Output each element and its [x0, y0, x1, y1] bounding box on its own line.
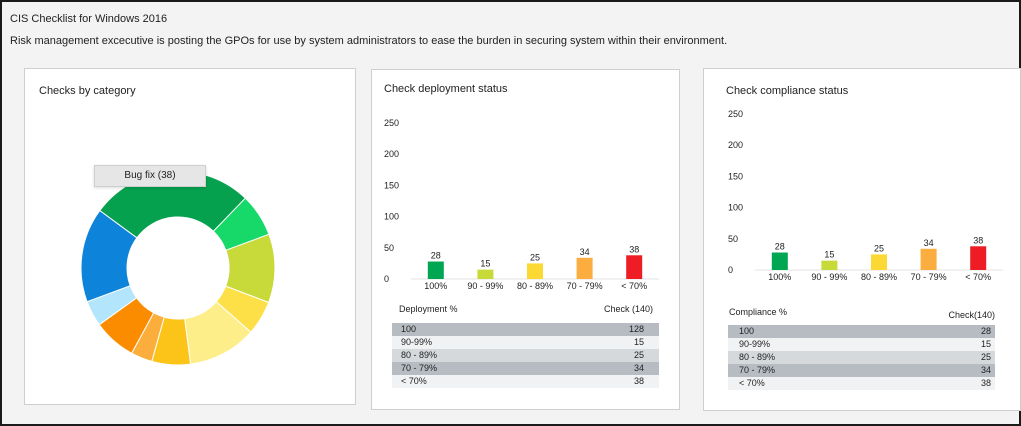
x-tick-label: 90 - 99%: [467, 281, 503, 291]
deployment-table: Deployment % Check (140) 100 128 90-99% 15…: [392, 304, 659, 388]
y-tick-label: 150: [384, 180, 399, 190]
bar-0[interactable]: [771, 252, 788, 270]
row-value: 34: [633, 363, 644, 373]
table-row: < 70% 38: [392, 375, 659, 388]
compliance-status-title: Check compliance status: [726, 85, 849, 97]
bar-2[interactable]: [871, 254, 887, 270]
y-tick-label: 250: [728, 109, 743, 119]
table-row: 100 28: [728, 325, 995, 338]
bar-3[interactable]: [576, 257, 593, 279]
bar-4[interactable]: [626, 255, 643, 279]
x-tick-label: 70 - 79%: [567, 281, 603, 291]
bar-3[interactable]: [920, 248, 937, 270]
donut-slice-9[interactable]: [80, 209, 138, 303]
row-value: 15: [633, 337, 644, 347]
y-tick-label: 200: [728, 140, 743, 150]
row-label: 80 - 89%: [401, 350, 438, 360]
compliance-col-header: Compliance %: [729, 307, 788, 317]
bar-value-label: 38: [629, 244, 639, 254]
check-col-header: Check(140): [948, 310, 995, 320]
row-label: 90-99%: [401, 337, 433, 347]
donut-tooltip: Bug fix (38): [94, 165, 206, 187]
bar-4[interactable]: [970, 246, 987, 270]
row-value: 128: [628, 324, 644, 334]
row-value: 34: [980, 365, 991, 375]
y-tick-label: 50: [384, 243, 394, 253]
deployment-table-header: Deployment % Check (140): [392, 304, 659, 318]
table-row: 70 - 79% 34: [728, 364, 995, 377]
table-row: 90-99% 15: [392, 336, 659, 349]
bar-value-label: 28: [775, 242, 785, 252]
bar-1[interactable]: [821, 260, 838, 270]
page-description: Risk management excecutive is posting th…: [10, 35, 728, 47]
row-value: 25: [980, 352, 991, 362]
bar-value-label: 15: [824, 250, 834, 260]
bar-value-label: 28: [431, 251, 441, 261]
y-tick-label: 100: [728, 203, 743, 213]
table-row: < 70% 38: [728, 377, 995, 390]
x-tick-label: 90 - 99%: [811, 272, 847, 282]
x-tick-label: 70 - 79%: [911, 272, 947, 282]
x-tick-label: 80 - 89%: [861, 272, 897, 282]
row-label: 100: [739, 326, 755, 336]
row-value: 38: [633, 376, 644, 386]
bar-value-label: 38: [973, 235, 983, 245]
bar-value-label: 25: [530, 252, 540, 262]
x-tick-label: 100%: [768, 272, 791, 282]
bar-value-label: 34: [580, 247, 590, 257]
y-tick-label: 100: [384, 212, 399, 222]
table-row: 100 128: [392, 323, 659, 336]
page-title: CIS Checklist for Windows 2016: [10, 13, 168, 25]
y-tick-label: 200: [384, 149, 399, 159]
compliance-bar-chart: 0 50 100 150 200 250 28 100% 15 90 - 99% 25 80 - 89…: [728, 109, 1003, 282]
row-label: < 70%: [401, 376, 427, 386]
x-tick-label: < 70%: [965, 272, 991, 282]
table-row: 80 - 89% 25: [392, 349, 659, 362]
row-value: 38: [980, 378, 991, 388]
row-value: 25: [633, 350, 644, 360]
table-row: 90-99% 15: [728, 338, 995, 351]
row-label: 100: [401, 324, 417, 334]
row-label: 80 - 89%: [739, 352, 776, 362]
y-tick-label: 0: [728, 265, 733, 275]
y-tick-label: 50: [728, 234, 738, 244]
row-label: 70 - 79%: [401, 363, 438, 373]
checks-by-category-title: Checks by category: [39, 85, 136, 97]
compliance-table-header: Compliance % Check(140): [728, 307, 995, 321]
bar-2[interactable]: [527, 263, 543, 279]
bar-1[interactable]: [477, 269, 494, 279]
bar-0[interactable]: [427, 261, 444, 279]
row-label: < 70%: [739, 378, 765, 388]
table-row: 80 - 89% 25: [728, 351, 995, 364]
y-tick-label: 250: [384, 118, 399, 128]
row-value: 28: [980, 326, 991, 336]
row-label: 90-99%: [739, 339, 771, 349]
donut-chart: [80, 170, 276, 366]
x-tick-label: 80 - 89%: [517, 281, 553, 291]
y-tick-label: 0: [384, 274, 389, 284]
x-tick-label: < 70%: [621, 281, 647, 291]
table-row: 70 - 79% 34: [392, 362, 659, 375]
check-col-header: Check (140): [603, 304, 653, 314]
compliance-table: Compliance % Check(140) 100 28 90-99% 15 8…: [728, 307, 995, 390]
bar-value-label: 25: [874, 243, 884, 253]
y-tick-label: 150: [728, 171, 743, 181]
deployment-bar-chart: 0 50 100 150 200 250 28 100% 15 90 - 99% 25 80 - 89…: [384, 118, 659, 291]
x-tick-label: 100%: [424, 281, 447, 291]
row-label: 70 - 79%: [739, 365, 776, 375]
deployment-status-title: Check deployment status: [384, 83, 508, 95]
deployment-col-header: Deployment %: [399, 304, 458, 314]
row-value: 15: [980, 339, 991, 349]
bar-value-label: 15: [480, 259, 490, 269]
bar-value-label: 34: [924, 238, 934, 248]
